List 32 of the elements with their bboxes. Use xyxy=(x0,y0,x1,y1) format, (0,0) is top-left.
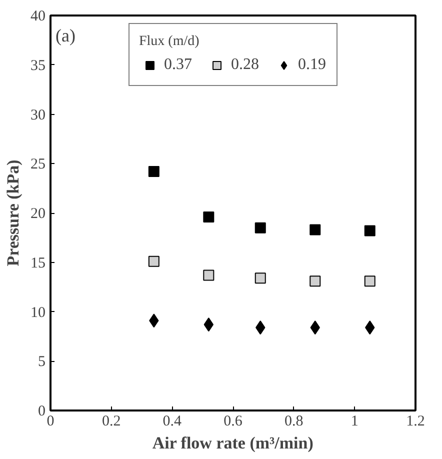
x-tick-label: 1.2 xyxy=(406,414,425,430)
point xyxy=(254,222,266,234)
x-axis-title: Air flow rate (m³/min) xyxy=(152,434,314,452)
point xyxy=(310,224,321,236)
x-tick-label: 1 xyxy=(350,414,358,430)
y-tick-label: 10 xyxy=(30,304,46,321)
legend-label: 0.28 xyxy=(231,56,259,74)
y-axis-title: Pressure (kPa) xyxy=(4,160,22,266)
x-tick-label: 0.8 xyxy=(284,414,304,430)
point xyxy=(364,276,376,287)
legend-label: 0.37 xyxy=(164,56,192,74)
x-tick-label: 0.2 xyxy=(102,414,121,430)
x-tick-label: 0.4 xyxy=(162,414,182,430)
point xyxy=(254,272,266,284)
point xyxy=(203,211,214,222)
point xyxy=(364,225,376,236)
annotation: (a) xyxy=(56,26,76,46)
y-tick-label: 5 xyxy=(38,354,46,370)
y-tick-label: 20 xyxy=(30,206,46,222)
x-tick-label: 0.6 xyxy=(224,414,243,430)
point xyxy=(203,270,214,281)
y-tick-label: 25 xyxy=(30,156,46,173)
legend-title: Flux (m/d) xyxy=(139,34,200,50)
y-tick-label: 35 xyxy=(30,58,46,74)
point xyxy=(310,276,321,287)
legend-label: 0.19 xyxy=(298,56,326,74)
y-tick-label: 15 xyxy=(30,255,46,272)
y-tick-label: 30 xyxy=(30,107,46,124)
y-tick-label: 0 xyxy=(38,404,46,420)
y-tick-label: 40 xyxy=(30,8,46,24)
point xyxy=(148,166,160,178)
point xyxy=(148,256,160,267)
